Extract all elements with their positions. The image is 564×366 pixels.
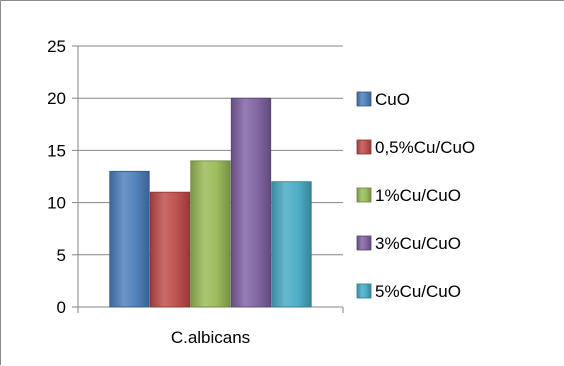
y-tick-label: 25 (47, 37, 66, 56)
bar-5-cu-cuo (271, 181, 312, 308)
bar-0-5-cu-cuo (149, 191, 191, 308)
y-tick-label: 10 (47, 194, 66, 213)
legend-label: CuO (375, 90, 410, 109)
legend: CuO 0,5%Cu/CuO 1%Cu/CuO 3%Cu/CuO 5%Cu/CuO (356, 90, 475, 301)
bars (109, 97, 312, 308)
legend-label: 3%Cu/CuO (375, 234, 461, 253)
y-tick-label: 20 (47, 89, 66, 108)
bar-cuo (109, 170, 150, 308)
y-tick-label: 5 (57, 246, 66, 265)
legend-swatch (356, 283, 372, 299)
x-axis-tick-labels: C.albicans (171, 328, 250, 347)
legend-label: 5%Cu/CuO (375, 282, 461, 301)
legend-swatch (356, 187, 372, 203)
legend-label: 1%Cu/CuO (375, 186, 461, 205)
bar-1-cu-cuo (190, 160, 231, 308)
y-tick-label: 0 (57, 298, 66, 317)
y-tick-label: 15 (47, 141, 66, 160)
legend-swatch (356, 235, 372, 251)
bar-3-cu-cuo (230, 97, 272, 308)
x-tick-label: C.albicans (171, 328, 250, 347)
legend-label: 0,5%Cu/CuO (375, 138, 475, 157)
legend-swatch (356, 139, 372, 155)
legend-swatch (356, 91, 372, 107)
y-axis-tick-labels: 0 5 10 15 20 25 (47, 37, 66, 317)
